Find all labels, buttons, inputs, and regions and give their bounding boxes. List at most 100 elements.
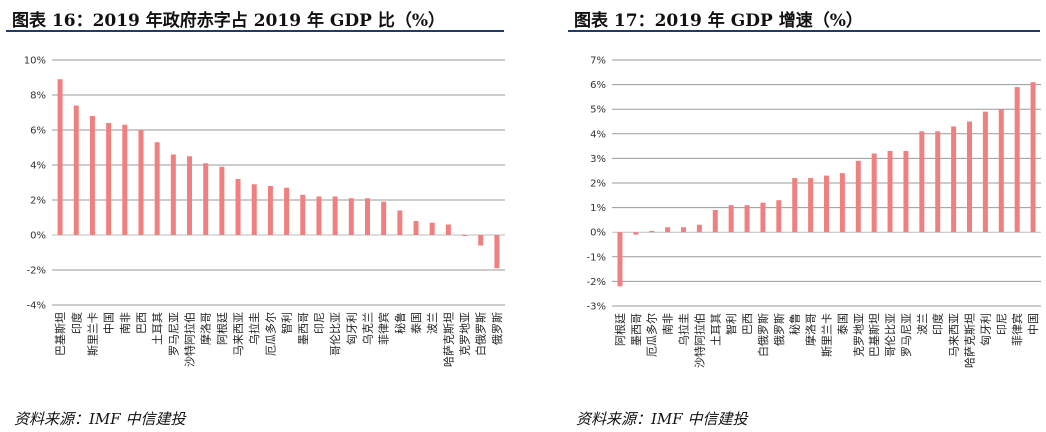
bar	[445, 224, 451, 235]
source-note: 资料来源：IMF 中信建投	[576, 410, 748, 428]
bar	[316, 196, 322, 235]
y-tick-label: 3%	[590, 154, 606, 165]
bar	[300, 194, 306, 235]
x-tick-label: 波兰	[426, 312, 439, 334]
chart-title: 图表 16：2019 年政府赤字占 2019 年 GDP 比（%）	[12, 11, 445, 31]
bar	[903, 151, 909, 233]
bar	[744, 205, 750, 233]
bar	[808, 178, 814, 233]
x-tick-label: 俄罗斯	[491, 312, 504, 345]
y-tick-label: -4%	[27, 301, 46, 312]
x-tick-label: 印尼	[313, 312, 326, 334]
x-tick-label: 菲律宾	[1010, 313, 1024, 346]
bar	[170, 154, 176, 235]
chart-panel-deficit: 图表 16：2019 年政府赤字占 2019 年 GDP 比（%） -4% -2%…	[0, 0, 510, 432]
x-tick-label: 匈牙利	[978, 313, 992, 346]
x-tick-label: 哥伦比亚	[328, 312, 342, 356]
bar	[728, 205, 734, 233]
bar	[397, 210, 403, 235]
bar	[138, 130, 144, 235]
bar	[617, 232, 623, 287]
bar	[219, 166, 225, 235]
bar	[187, 156, 193, 235]
y-tick-label: -2%	[587, 277, 606, 288]
x-tick-label: 印度	[931, 313, 945, 335]
y-tick-label: -1%	[587, 252, 606, 263]
bar	[665, 227, 671, 233]
x-tick-label: 印尼	[995, 313, 1008, 335]
title-divider	[568, 30, 1040, 32]
bar	[122, 124, 128, 235]
y-tick-label: 4%	[30, 161, 46, 172]
bar	[203, 163, 209, 235]
deficit-chart: -4% -2% 0% 2% 4% 6% 8% 10% 巴基斯坦 印度 斯里兰卡 中国 南非 巴西 土耳其 罗马…	[24, 56, 505, 367]
title-divider	[6, 30, 504, 32]
x-tick-label: 土耳其	[709, 313, 722, 346]
bar	[1014, 87, 1020, 233]
y-tick-label: 10%	[24, 56, 46, 67]
x-tick-label: 智利	[280, 312, 294, 334]
y-tick-label: 1%	[590, 203, 606, 214]
x-tick-label: 克罗地亚	[852, 313, 865, 357]
bar	[839, 173, 845, 233]
x-tick-label: 沙特阿拉伯	[692, 313, 706, 368]
bar	[998, 109, 1004, 233]
x-tick-label: 厄瓜多尔	[645, 313, 659, 357]
bar	[824, 175, 829, 233]
x-tick-label: 斯里兰卡	[86, 312, 99, 356]
y-tick-label: 8%	[30, 91, 46, 102]
bar	[1030, 82, 1036, 233]
bar	[57, 79, 63, 235]
y-tick-label: 0%	[590, 228, 606, 239]
x-tick-label: 乌克兰	[360, 312, 374, 345]
x-tick-label: 中国	[103, 312, 116, 334]
bar	[332, 196, 338, 235]
x-tick-label: 罗马尼亚	[167, 312, 180, 356]
x-tick-label: 哈萨克斯坦	[441, 312, 455, 367]
x-tick-label: 中国	[1027, 313, 1040, 335]
bar	[681, 227, 686, 233]
x-tick-label: 斯里兰卡	[821, 313, 834, 357]
x-tick-label: 泰国	[409, 312, 423, 334]
bar	[967, 121, 972, 233]
x-tick-label: 波兰	[916, 313, 929, 335]
bar	[494, 235, 500, 269]
bar	[413, 221, 419, 235]
x-tick-label: 乌拉圭	[677, 313, 691, 346]
bar	[478, 235, 484, 246]
x-tick-label: 南非	[662, 313, 675, 335]
bar	[106, 123, 112, 235]
x-tick-label: 巴西	[741, 313, 754, 335]
x-tick-label: 厄瓜多尔	[263, 312, 277, 356]
x-tick-label: 泰国	[835, 313, 849, 335]
bar	[251, 184, 257, 235]
bar	[284, 187, 290, 235]
x-tick-label: 摩洛哥	[804, 313, 818, 346]
x-tick-label: 南非	[119, 312, 132, 334]
x-tick-label: 巴基斯坦	[53, 312, 67, 356]
x-tick-label: 墨西哥	[630, 313, 643, 346]
bar	[982, 111, 988, 233]
bar	[462, 235, 468, 236]
x-tick-label: 阿根廷	[215, 312, 229, 345]
x-tick-label: 罗马尼亚	[900, 313, 913, 357]
x-tick-label: 印度	[69, 312, 83, 334]
chart-panel-gdp-growth: 图表 17：2019 年 GDP 增速（%） -3% -2% -1% 0% 1% 2% 3%…	[562, 0, 1046, 432]
x-tick-label: 沙特阿拉伯	[183, 312, 197, 367]
x-tick-label: 秘鲁	[393, 312, 407, 334]
bar	[696, 224, 702, 233]
x-tick-label: 土耳其	[151, 312, 164, 345]
bar	[792, 178, 798, 233]
source-note: 资料来源：IMF 中信建投	[14, 410, 186, 428]
gdp-growth-chart: -3% -2% -1% 0% 1% 2% 3% 4% 5% 6% 7% 阿根廷 墨西哥 厄瓜多尔 南非 乌拉圭…	[587, 56, 1041, 368]
bar	[935, 131, 941, 233]
x-tick-label: 乌拉圭	[247, 312, 261, 345]
y-tick-label: -2%	[27, 266, 46, 277]
x-tick-label: 智利	[724, 313, 738, 335]
x-tick-label: 俄罗斯	[773, 313, 786, 346]
bar	[712, 210, 718, 233]
bar	[760, 202, 766, 233]
x-tick-label: 阿根廷	[613, 313, 627, 346]
x-tick-label: 白俄罗斯	[474, 312, 488, 356]
bar	[951, 126, 957, 233]
